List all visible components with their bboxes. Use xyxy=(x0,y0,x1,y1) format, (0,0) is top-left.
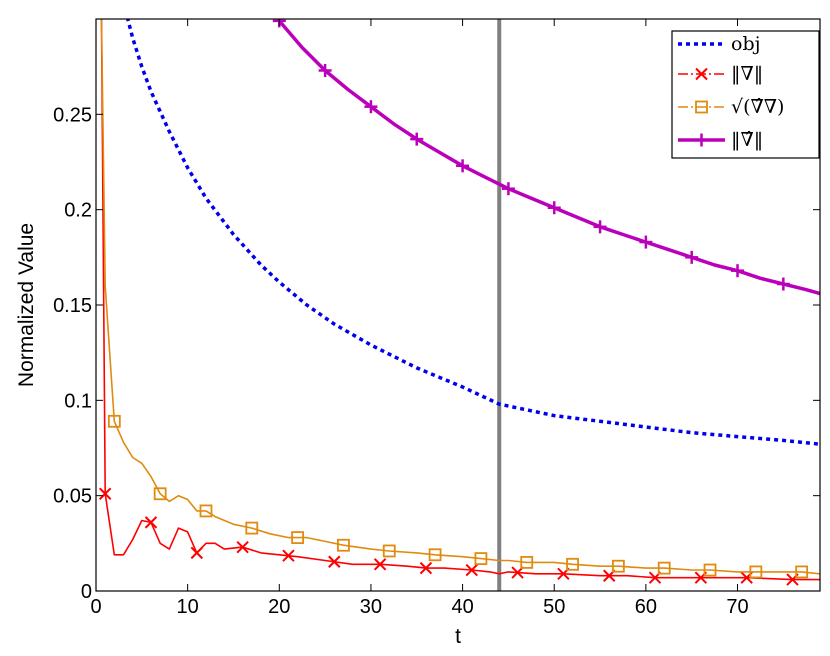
data-point-hat-grad-norm xyxy=(731,264,745,278)
data-point-hat-grad-norm xyxy=(318,63,332,77)
legend-entry-obj: obj xyxy=(678,33,761,55)
data-point-sqrt-hat-grad-grad xyxy=(337,538,350,552)
x-tick-label: 70 xyxy=(726,596,748,618)
data-point-grad-norm xyxy=(465,563,478,577)
series-obj xyxy=(125,19,820,446)
x-axis: 0 10 20 30 40 50 60 70 xyxy=(90,19,749,618)
data-point-sqrt-hat-grad-grad xyxy=(749,565,763,579)
data-point-grad-norm xyxy=(419,561,433,575)
legend-box xyxy=(671,30,820,159)
y-axis-label: Normalized Value xyxy=(15,223,38,387)
x-tick-label: 20 xyxy=(268,596,290,618)
data-point-hat-grad-norm xyxy=(593,220,607,234)
series-layer xyxy=(98,19,820,586)
y-tick-label: 0.15 xyxy=(53,295,92,317)
data-point-sqrt-hat-grad-grad xyxy=(657,561,671,575)
legend-marker-grad-norm xyxy=(695,67,708,81)
x-tick-label: 30 xyxy=(360,596,382,618)
data-point-hat-grad-norm xyxy=(547,201,561,215)
x-tick-label: 10 xyxy=(177,596,199,618)
data-point-sqrt-hat-grad-grad xyxy=(199,504,213,518)
data-point-grad-norm xyxy=(98,487,112,500)
data-point-hat-grad-norm xyxy=(685,250,699,264)
y-tick-label: 0.1 xyxy=(64,390,92,412)
legend-marker-sqrt-hat-grad-grad xyxy=(695,100,708,114)
data-point-sqrt-hat-grad-grad xyxy=(611,559,625,573)
x-tick-label: 60 xyxy=(635,596,657,618)
data-point-grad-norm xyxy=(328,555,341,568)
data-point-sqrt-hat-grad-grad xyxy=(474,552,488,565)
legend-label-grad-norm: ‖∇‖ xyxy=(731,63,763,85)
y-tick-label: 0.05 xyxy=(53,486,92,508)
y-tick-label: 0.2 xyxy=(64,200,92,222)
legend-entry-grad-norm: ‖∇‖ xyxy=(678,63,763,85)
series-line-sqrt-hat-grad-grad xyxy=(100,19,820,575)
data-point-grad-norm xyxy=(236,540,249,554)
legend-entry-hat-grad-norm: ‖∇̂‖ xyxy=(678,129,763,151)
data-point-grad-norm xyxy=(190,546,204,560)
x-tick-label: 0 xyxy=(90,596,101,618)
data-point-hat-grad-norm xyxy=(456,159,470,173)
data-point-sqrt-hat-grad-grad xyxy=(703,563,717,577)
x-tick-label: 50 xyxy=(543,596,565,618)
series-hat-grad-norm xyxy=(272,19,820,296)
legend-label-obj: obj xyxy=(731,33,761,55)
data-point-hat-grad-norm xyxy=(364,100,378,114)
data-point-hat-grad-norm xyxy=(639,235,653,249)
data-point-sqrt-hat-grad-grad xyxy=(107,414,121,428)
data-point-sqrt-hat-grad-grad xyxy=(382,544,396,558)
legend-label-sqrt-hat-grad-grad: √(∇̂∇) xyxy=(731,96,784,118)
data-point-sqrt-hat-grad-grad xyxy=(520,556,534,569)
x-axis-label: t xyxy=(455,625,461,648)
data-point-sqrt-hat-grad-grad xyxy=(566,557,579,571)
data-point-sqrt-hat-grad-grad xyxy=(291,531,305,545)
data-point-hat-grad-norm xyxy=(501,182,515,196)
data-point-grad-norm xyxy=(511,566,524,579)
y-tick-label: 0 xyxy=(81,581,92,603)
legend-label-hat-grad-norm: ‖∇̂‖ xyxy=(731,129,763,151)
legend-marker-hat-grad-norm xyxy=(695,133,708,147)
series-line-grad-norm xyxy=(100,19,820,581)
data-point-sqrt-hat-grad-grad xyxy=(795,565,809,579)
legend-entry-sqrt-hat-grad-grad: √(∇̂∇) xyxy=(678,96,784,118)
data-point-grad-norm xyxy=(144,516,158,529)
series-line-obj xyxy=(125,19,820,446)
legend: obj ‖∇‖ √(∇̂∇) ‖∇̂‖ xyxy=(671,30,820,159)
y-axis: 0 0.05 0.1 0.15 0.2 0.25 xyxy=(53,104,820,603)
y-tick-label: 0.25 xyxy=(53,104,92,126)
data-point-hat-grad-norm xyxy=(410,132,424,146)
series-sqrt-hat-grad-grad xyxy=(100,19,820,579)
data-point-grad-norm xyxy=(373,558,387,571)
data-point-sqrt-hat-grad-grad xyxy=(153,487,167,501)
data-point-sqrt-hat-grad-grad xyxy=(428,548,442,562)
series-grad-norm xyxy=(98,19,820,586)
legend-entries: obj ‖∇‖ √(∇̂∇) ‖∇̂‖ xyxy=(678,33,784,151)
data-point-grad-norm xyxy=(282,549,295,562)
data-point-sqrt-hat-grad-grad xyxy=(245,521,259,535)
data-point-hat-grad-norm xyxy=(776,277,790,291)
x-tick-label: 40 xyxy=(451,596,473,618)
